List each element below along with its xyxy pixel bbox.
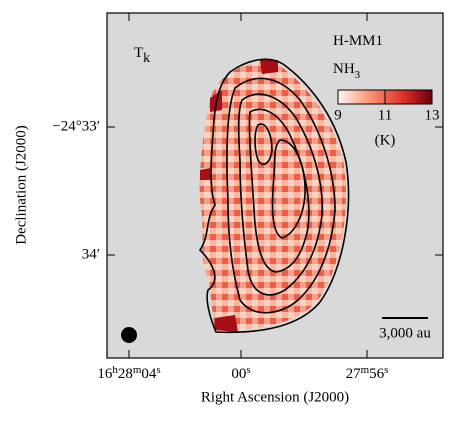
contours: [198, 58, 350, 334]
colorbar-tick-label: 11: [378, 107, 392, 123]
colorbar-label: (K): [375, 132, 396, 148]
annotation-line: NH3: [333, 61, 361, 80]
colorbar-tick-label: 9: [334, 107, 342, 123]
text-part: 3: [355, 69, 361, 81]
annotation-line: H-MM1: [333, 33, 383, 49]
text-part: 56: [369, 366, 385, 382]
x-tick-label: 27m56s: [346, 364, 389, 383]
text-part: m: [361, 364, 370, 376]
scale-bar-label: 3,000 au: [379, 325, 431, 341]
x-axis-label: Right Ascension (J2000): [201, 389, 349, 405]
text-part: 27: [346, 366, 362, 382]
y-tick-label: 34′: [82, 246, 100, 262]
annotation: H-MM1 NH3: [333, 33, 383, 80]
x-tick-label: 00s: [231, 364, 250, 383]
beam: [121, 327, 137, 343]
text-part: s: [156, 364, 160, 376]
text-part: 28: [118, 366, 133, 382]
panel-label: Tk: [134, 45, 150, 66]
colorbar-tick-label: 13: [425, 107, 440, 123]
text-part: s: [384, 364, 388, 376]
text-part: NH: [333, 61, 355, 77]
text-part: h: [112, 364, 118, 376]
text-part: 00: [231, 366, 246, 382]
x-tick-label: 16h28m04s: [97, 364, 160, 383]
colorbar: 9 11 13 (K): [334, 89, 440, 148]
y-axis-label: Declination (J2000): [13, 125, 29, 245]
text-part: H-MM1: [333, 33, 383, 49]
text-part: 16: [97, 366, 113, 382]
axis-ticks: 16h28m04s 00s 27m56s−24°33′34′: [52, 13, 443, 382]
text-part: 04: [141, 366, 157, 382]
text-part: s: [246, 364, 250, 376]
y-tick-label: −24°33′: [52, 118, 100, 134]
text-part: m: [133, 364, 142, 376]
